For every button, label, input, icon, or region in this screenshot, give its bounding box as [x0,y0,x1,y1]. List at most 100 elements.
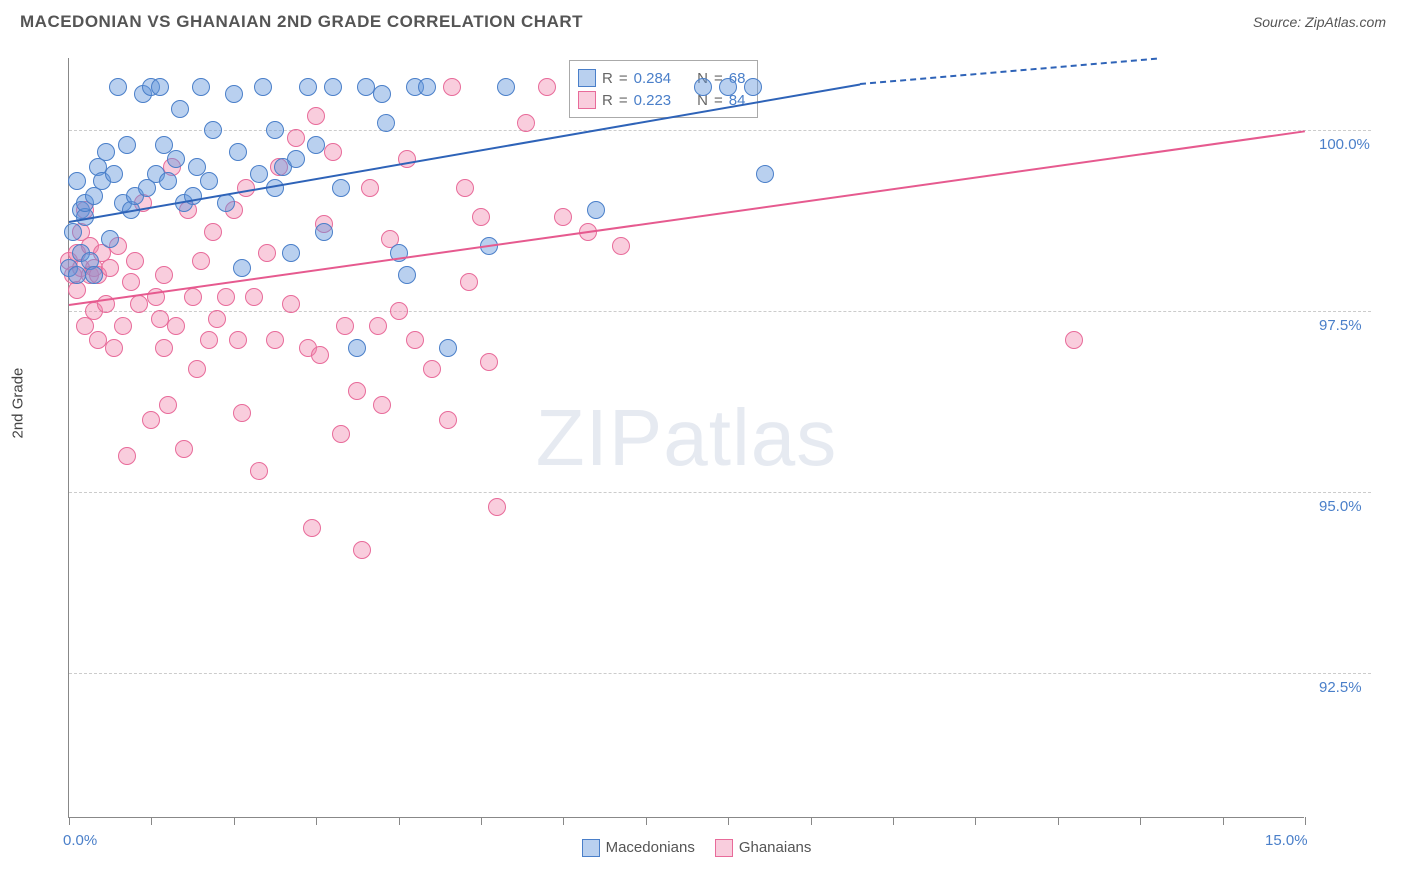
data-point [208,310,226,328]
data-point [105,339,123,357]
y-axis-title: 2nd Grade [10,368,27,439]
y-tick-label: 95.0% [1319,498,1362,515]
legend-label: Macedonians [606,839,695,856]
data-point [612,237,630,255]
data-point [204,121,222,139]
data-point [336,317,354,335]
data-point [456,179,474,197]
data-point [488,498,506,516]
data-point [184,288,202,306]
data-point [299,78,317,96]
data-point [250,462,268,480]
legend-swatch [578,91,596,109]
data-point [68,266,86,284]
data-point [217,288,235,306]
trend-line [69,130,1305,306]
data-point [423,360,441,378]
data-point [151,78,169,96]
data-point [694,78,712,96]
legend-swatch [578,69,596,87]
gridline [69,130,1371,131]
x-tick [151,817,152,825]
data-point [287,150,305,168]
x-tick [316,817,317,825]
data-point [348,382,366,400]
data-point [287,129,305,147]
data-point [357,78,375,96]
gridline [69,673,1371,674]
data-point [517,114,535,132]
data-point [188,360,206,378]
data-point [175,440,193,458]
data-point [142,411,160,429]
data-point [443,78,461,96]
x-tick-label: 0.0% [63,832,97,849]
trend-line-dashed [860,58,1157,85]
data-point [282,295,300,313]
scatter-chart: ZIPatlas R = 0.284N = 68R = 0.223N = 84 … [68,58,1304,818]
data-point [167,150,185,168]
data-point [1065,331,1083,349]
gridline [69,492,1371,493]
data-point [114,317,132,335]
data-point [155,266,173,284]
x-tick [399,817,400,825]
data-point [406,331,424,349]
data-point [130,295,148,313]
chart-title: MACEDONIAN VS GHANAIAN 2ND GRADE CORRELA… [20,12,583,32]
data-point [315,223,333,241]
data-point [171,100,189,118]
data-point [497,78,515,96]
data-point [377,114,395,132]
data-point [68,172,86,190]
data-point [204,223,222,241]
data-point [200,172,218,190]
data-point [719,78,737,96]
data-point [744,78,762,96]
x-tick [234,817,235,825]
data-point [361,179,379,197]
data-point [155,339,173,357]
x-tick [1223,817,1224,825]
data-point [118,136,136,154]
gridline [69,311,1371,312]
data-point [266,121,284,139]
x-tick [975,817,976,825]
data-point [101,230,119,248]
data-point [109,78,127,96]
data-point [118,447,136,465]
data-point [398,266,416,284]
x-tick [481,817,482,825]
x-tick [893,817,894,825]
data-point [122,273,140,291]
data-point [101,259,119,277]
data-point [538,78,556,96]
data-point [85,266,103,284]
data-point [229,331,247,349]
y-tick-label: 92.5% [1319,679,1362,696]
data-point [159,172,177,190]
data-point [250,165,268,183]
data-point [332,179,350,197]
data-point [390,302,408,320]
data-point [282,244,300,262]
data-point [233,404,251,422]
data-point [258,244,276,262]
data-point [307,107,325,125]
data-point [245,288,263,306]
x-tick [811,817,812,825]
legend-label: Ghanaians [739,839,812,856]
y-tick-label: 97.5% [1319,317,1362,334]
data-point [373,396,391,414]
data-point [167,317,185,335]
data-point [192,252,210,270]
data-point [200,331,218,349]
data-point [369,317,387,335]
data-point [64,223,82,241]
data-point [472,208,490,226]
source-text: Source: ZipAtlas.com [1253,14,1386,30]
data-point [554,208,572,226]
data-point [332,425,350,443]
data-point [266,331,284,349]
data-point [480,353,498,371]
